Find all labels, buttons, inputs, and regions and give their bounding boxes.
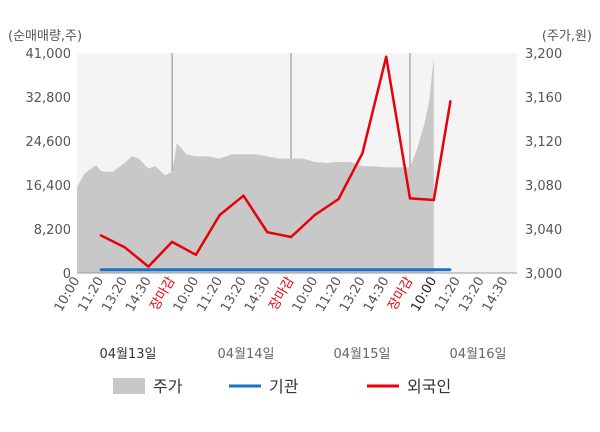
data-point-foreign bbox=[123, 246, 126, 249]
data-point-foreign bbox=[99, 234, 103, 237]
right-tick-label: 3,080 bbox=[525, 179, 562, 194]
right-tick-label: 3,040 bbox=[525, 223, 562, 238]
price-area bbox=[77, 57, 434, 274]
left-tick-label: 32,800 bbox=[26, 91, 72, 106]
data-point-institution bbox=[449, 268, 452, 271]
right-tick-label: 3,000 bbox=[525, 267, 562, 282]
data-point-foreign bbox=[361, 152, 364, 155]
data-point-foreign bbox=[408, 197, 412, 200]
left-tick-label: 8,200 bbox=[34, 223, 71, 238]
left-tick-label: 16,400 bbox=[26, 179, 72, 194]
legend-swatch-price bbox=[113, 378, 145, 394]
data-point-institution bbox=[408, 268, 412, 271]
data-point-foreign bbox=[432, 198, 435, 202]
data-point-foreign bbox=[170, 240, 174, 244]
right-tick-label: 3,200 bbox=[525, 47, 562, 62]
date-label: 04월14일 bbox=[217, 347, 274, 362]
right-tick-label: 3,120 bbox=[525, 135, 562, 150]
legend-label: 주가 bbox=[153, 377, 183, 396]
left-tick-label: 24,600 bbox=[26, 135, 72, 150]
legend-label: 기관 bbox=[269, 377, 299, 396]
data-point-foreign bbox=[449, 100, 452, 103]
data-point-institution bbox=[432, 268, 435, 271]
data-point-foreign bbox=[147, 265, 150, 268]
legend-label: 외국인 bbox=[407, 377, 451, 396]
right-axis-label: (주가,원) bbox=[542, 29, 592, 44]
date-label: 04월13일 bbox=[99, 347, 156, 362]
data-point-foreign bbox=[242, 194, 245, 197]
series-line-foreign bbox=[100, 55, 452, 268]
left-tick-label: 0 bbox=[63, 267, 71, 282]
left-axis-label: (순매매량,주) bbox=[8, 29, 82, 44]
left-tick-label: 41,000 bbox=[26, 47, 72, 62]
right-tick-label: 3,160 bbox=[525, 91, 562, 106]
data-point-foreign bbox=[313, 213, 316, 217]
data-point-foreign bbox=[218, 213, 221, 217]
date-label: 04월16일 bbox=[449, 347, 506, 362]
data-point-foreign bbox=[337, 197, 340, 201]
data-point-foreign bbox=[266, 231, 269, 234]
data-point-foreign bbox=[289, 235, 293, 239]
data-point-foreign bbox=[194, 253, 198, 256]
data-point-institution bbox=[99, 268, 103, 271]
data-point-foreign bbox=[385, 55, 388, 58]
date-label: 04월15일 bbox=[333, 347, 390, 362]
